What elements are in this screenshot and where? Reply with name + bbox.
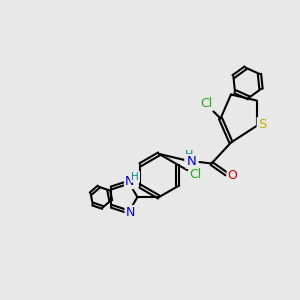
Text: N: N	[187, 155, 196, 168]
Text: H: H	[131, 172, 139, 182]
Text: Cl: Cl	[190, 168, 202, 182]
Text: N: N	[125, 206, 135, 219]
Text: N: N	[125, 175, 134, 188]
Text: S: S	[258, 118, 266, 131]
Text: H: H	[185, 150, 194, 161]
Text: Cl: Cl	[200, 97, 212, 110]
Text: O: O	[228, 169, 237, 182]
